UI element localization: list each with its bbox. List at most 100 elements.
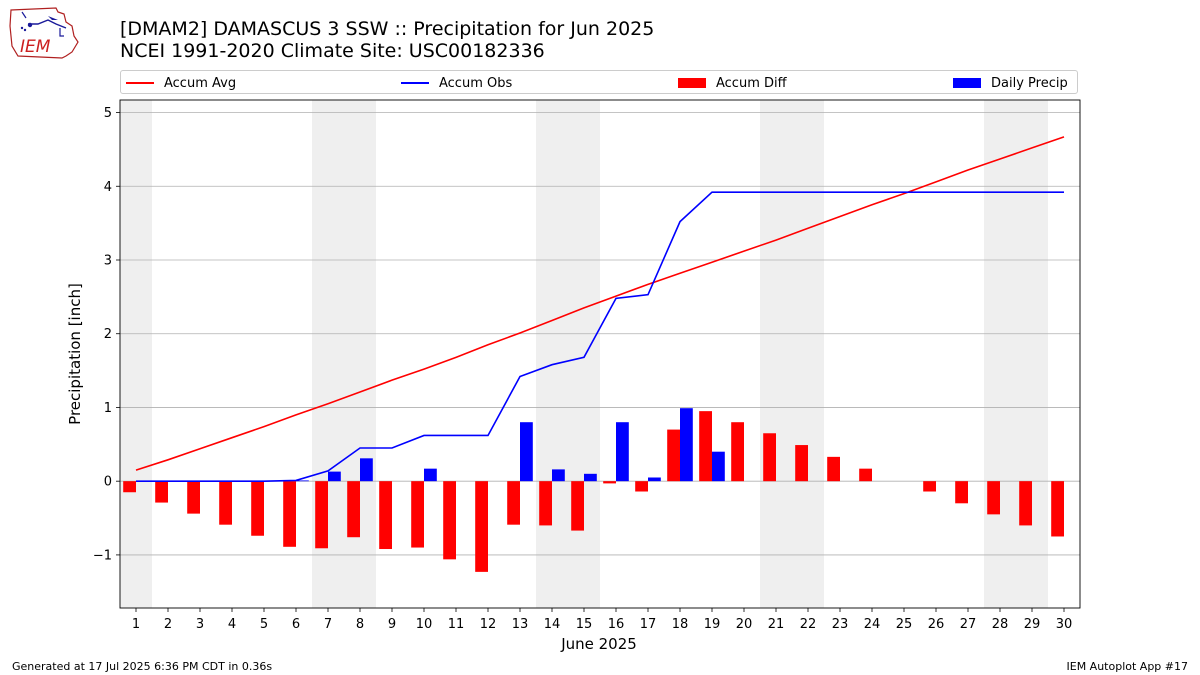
x-tick-label: 7 bbox=[324, 617, 332, 632]
accum-diff-bar bbox=[763, 433, 776, 482]
x-tick-label: 26 bbox=[928, 617, 945, 632]
legend: Accum Avg Accum Obs Accum Diff Daily Pre… bbox=[120, 70, 1078, 94]
y-tick-label: 3 bbox=[104, 253, 112, 268]
chart-title: [DMAM2] DAMASCUS 3 SSW :: Precipitation … bbox=[120, 18, 655, 40]
chart-subtitle: NCEI 1991-2020 Climate Site: USC00182336 bbox=[120, 40, 545, 62]
x-tick-label: 25 bbox=[896, 617, 913, 632]
y-tick-label: −1 bbox=[93, 548, 112, 563]
x-tick-label: 19 bbox=[704, 617, 721, 632]
daily-precip-bar bbox=[552, 469, 565, 482]
y-gridlines bbox=[120, 112, 1080, 556]
axes bbox=[119, 99, 1081, 609]
weekend-shading bbox=[120, 100, 1048, 608]
y-tick-label: 4 bbox=[104, 180, 112, 195]
daily-precip-bar bbox=[712, 451, 725, 482]
x-tick-label: 29 bbox=[1024, 617, 1041, 632]
x-tick-label: 28 bbox=[992, 617, 1009, 632]
accum-diff-bar bbox=[475, 481, 488, 572]
y-tick-label: 1 bbox=[104, 401, 112, 416]
x-tick-label: 18 bbox=[672, 617, 689, 632]
accum-diff-bar bbox=[923, 481, 936, 492]
x-tick-label: 2 bbox=[164, 617, 172, 632]
x-tick-label: 30 bbox=[1056, 617, 1073, 632]
daily-precip-bar bbox=[328, 471, 341, 482]
daily-precip-bar bbox=[520, 422, 533, 482]
x-tick-label: 27 bbox=[960, 617, 977, 632]
x-axis-label: June 2025 bbox=[560, 635, 637, 653]
x-tick-label: 21 bbox=[768, 617, 785, 632]
accum-obs-line bbox=[136, 191, 1064, 482]
x-tick-label: 20 bbox=[736, 617, 753, 632]
weekend-shade-day-15 bbox=[568, 100, 600, 608]
weekend-shade-day-29 bbox=[1016, 100, 1048, 608]
legend-item-accum-diff: Accum Diff bbox=[678, 71, 787, 95]
accum-diff-bar bbox=[155, 481, 168, 503]
daily-precip-bar bbox=[424, 468, 437, 482]
accum-diff-bar bbox=[187, 481, 200, 514]
x-tick-label: 12 bbox=[480, 617, 497, 632]
daily-precip-bar bbox=[680, 408, 693, 482]
legend-swatch-daily-precip bbox=[953, 78, 981, 88]
accum-diff-bar bbox=[571, 481, 584, 531]
x-tick-label: 17 bbox=[640, 617, 657, 632]
accum-diff-bar bbox=[507, 481, 520, 525]
y-tick-label: 0 bbox=[104, 475, 112, 490]
accum-diff-bar bbox=[251, 481, 264, 536]
x-tick-label: 16 bbox=[608, 617, 625, 632]
accum-diff-bar bbox=[667, 429, 680, 482]
legend-swatch-accum-diff bbox=[678, 78, 706, 88]
iem-logo-text: IEM bbox=[20, 37, 51, 57]
x-tick-label: 9 bbox=[388, 617, 396, 632]
x-tick-label: 11 bbox=[448, 617, 465, 632]
iem-logo: IEM bbox=[9, 7, 79, 59]
y-tick-label: 2 bbox=[104, 327, 112, 342]
plot-frame bbox=[119, 99, 1081, 609]
weekend-shade-day-22 bbox=[792, 100, 824, 608]
legend-swatch-accum-obs bbox=[401, 82, 429, 84]
x-tick-label: 1 bbox=[132, 617, 140, 632]
legend-label-daily-precip: Daily Precip bbox=[991, 75, 1068, 91]
x-tick-label: 3 bbox=[196, 617, 204, 632]
x-tick-label: 10 bbox=[416, 617, 433, 632]
legend-swatch-accum-avg bbox=[126, 82, 154, 84]
accum-diff-bar bbox=[443, 481, 456, 560]
bars bbox=[123, 408, 1064, 572]
accum-diff-bar bbox=[795, 445, 808, 482]
legend-item-daily-precip: Daily Precip bbox=[953, 71, 1068, 95]
weekend-shade-day-28 bbox=[984, 100, 1016, 608]
daily-precip-bar bbox=[616, 422, 629, 482]
accum-diff-bar bbox=[539, 481, 552, 526]
x-tick-label: 22 bbox=[800, 617, 817, 632]
x-tick-label: 13 bbox=[512, 617, 529, 632]
weekend-shade-day-21 bbox=[760, 100, 792, 608]
accum-diff-bar bbox=[603, 481, 616, 484]
daily-precip-bar bbox=[296, 480, 309, 482]
legend-label-accum-obs: Accum Obs bbox=[439, 75, 513, 91]
accum-diff-bar bbox=[859, 468, 872, 482]
accum-diff-bar bbox=[219, 481, 232, 525]
x-tick-label: 15 bbox=[576, 617, 593, 632]
accum-diff-bar bbox=[315, 481, 328, 549]
accum-diff-bar bbox=[347, 481, 360, 538]
x-tick-label: 4 bbox=[228, 617, 236, 632]
legend-item-accum-obs: Accum Obs bbox=[401, 71, 512, 95]
y-tick-label: 5 bbox=[104, 106, 112, 121]
footer-generated: Generated at 17 Jul 2025 6:36 PM CDT in … bbox=[12, 660, 273, 673]
accum-diff-bar bbox=[411, 481, 424, 548]
x-tick-label: 5 bbox=[260, 617, 268, 632]
accum-diff-bar bbox=[827, 456, 840, 482]
x-tick-label: 8 bbox=[356, 617, 364, 632]
lines bbox=[135, 136, 1065, 482]
weekend-shade-day-1 bbox=[120, 100, 152, 608]
daily-precip-bar bbox=[360, 458, 373, 482]
footer-app: IEM Autoplot App #17 bbox=[1066, 660, 1189, 673]
accum-diff-bar bbox=[955, 481, 968, 504]
daily-precip-bar bbox=[584, 473, 597, 482]
legend-label-accum-avg: Accum Avg bbox=[164, 75, 237, 91]
legend-item-accum-avg: Accum Avg bbox=[126, 71, 236, 95]
accum-diff-bar bbox=[1051, 481, 1064, 537]
accum-diff-bar bbox=[283, 481, 296, 547]
x-tick-label: 14 bbox=[544, 617, 561, 632]
daily-precip-bar bbox=[648, 477, 661, 482]
